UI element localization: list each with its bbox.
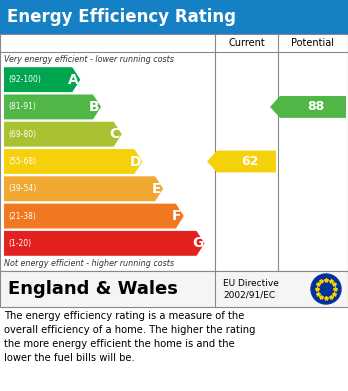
Polygon shape [4, 204, 184, 228]
Polygon shape [270, 96, 346, 118]
Text: Not energy efficient - higher running costs: Not energy efficient - higher running co… [4, 260, 174, 269]
Bar [0, 34, 348, 271]
Text: D: D [130, 154, 141, 169]
Text: (81-91): (81-91) [8, 102, 36, 111]
Text: (92-100): (92-100) [8, 75, 41, 84]
Text: A: A [68, 73, 79, 87]
Text: 62: 62 [241, 155, 258, 168]
Polygon shape [4, 95, 101, 119]
Bar [0, 271, 348, 307]
Bar [0, 0, 348, 34]
Text: (69-80): (69-80) [8, 130, 36, 139]
Text: (1-20): (1-20) [8, 239, 31, 248]
Polygon shape [4, 176, 163, 201]
Text: Energy Efficiency Rating: Energy Efficiency Rating [7, 8, 236, 26]
Text: 88: 88 [307, 100, 325, 113]
Text: Current: Current [228, 38, 265, 48]
Polygon shape [4, 122, 122, 147]
Text: EU Directive
2002/91/EC: EU Directive 2002/91/EC [223, 279, 279, 300]
Text: (21-38): (21-38) [8, 212, 36, 221]
Polygon shape [207, 151, 276, 172]
Polygon shape [4, 149, 142, 174]
Text: (55-68): (55-68) [8, 157, 36, 166]
Text: The energy efficiency rating is a measure of the
overall efficiency of a home. T: The energy efficiency rating is a measur… [4, 311, 255, 363]
Circle shape [311, 274, 341, 304]
Text: England & Wales: England & Wales [8, 280, 178, 298]
Text: Potential: Potential [292, 38, 334, 48]
Text: C: C [110, 127, 120, 141]
Polygon shape [4, 231, 205, 256]
Text: E: E [151, 182, 161, 196]
Text: (39-54): (39-54) [8, 184, 36, 193]
Polygon shape [4, 67, 80, 92]
Text: Very energy efficient - lower running costs: Very energy efficient - lower running co… [4, 55, 174, 64]
Text: B: B [89, 100, 99, 114]
Text: G: G [192, 236, 203, 250]
Text: F: F [172, 209, 182, 223]
